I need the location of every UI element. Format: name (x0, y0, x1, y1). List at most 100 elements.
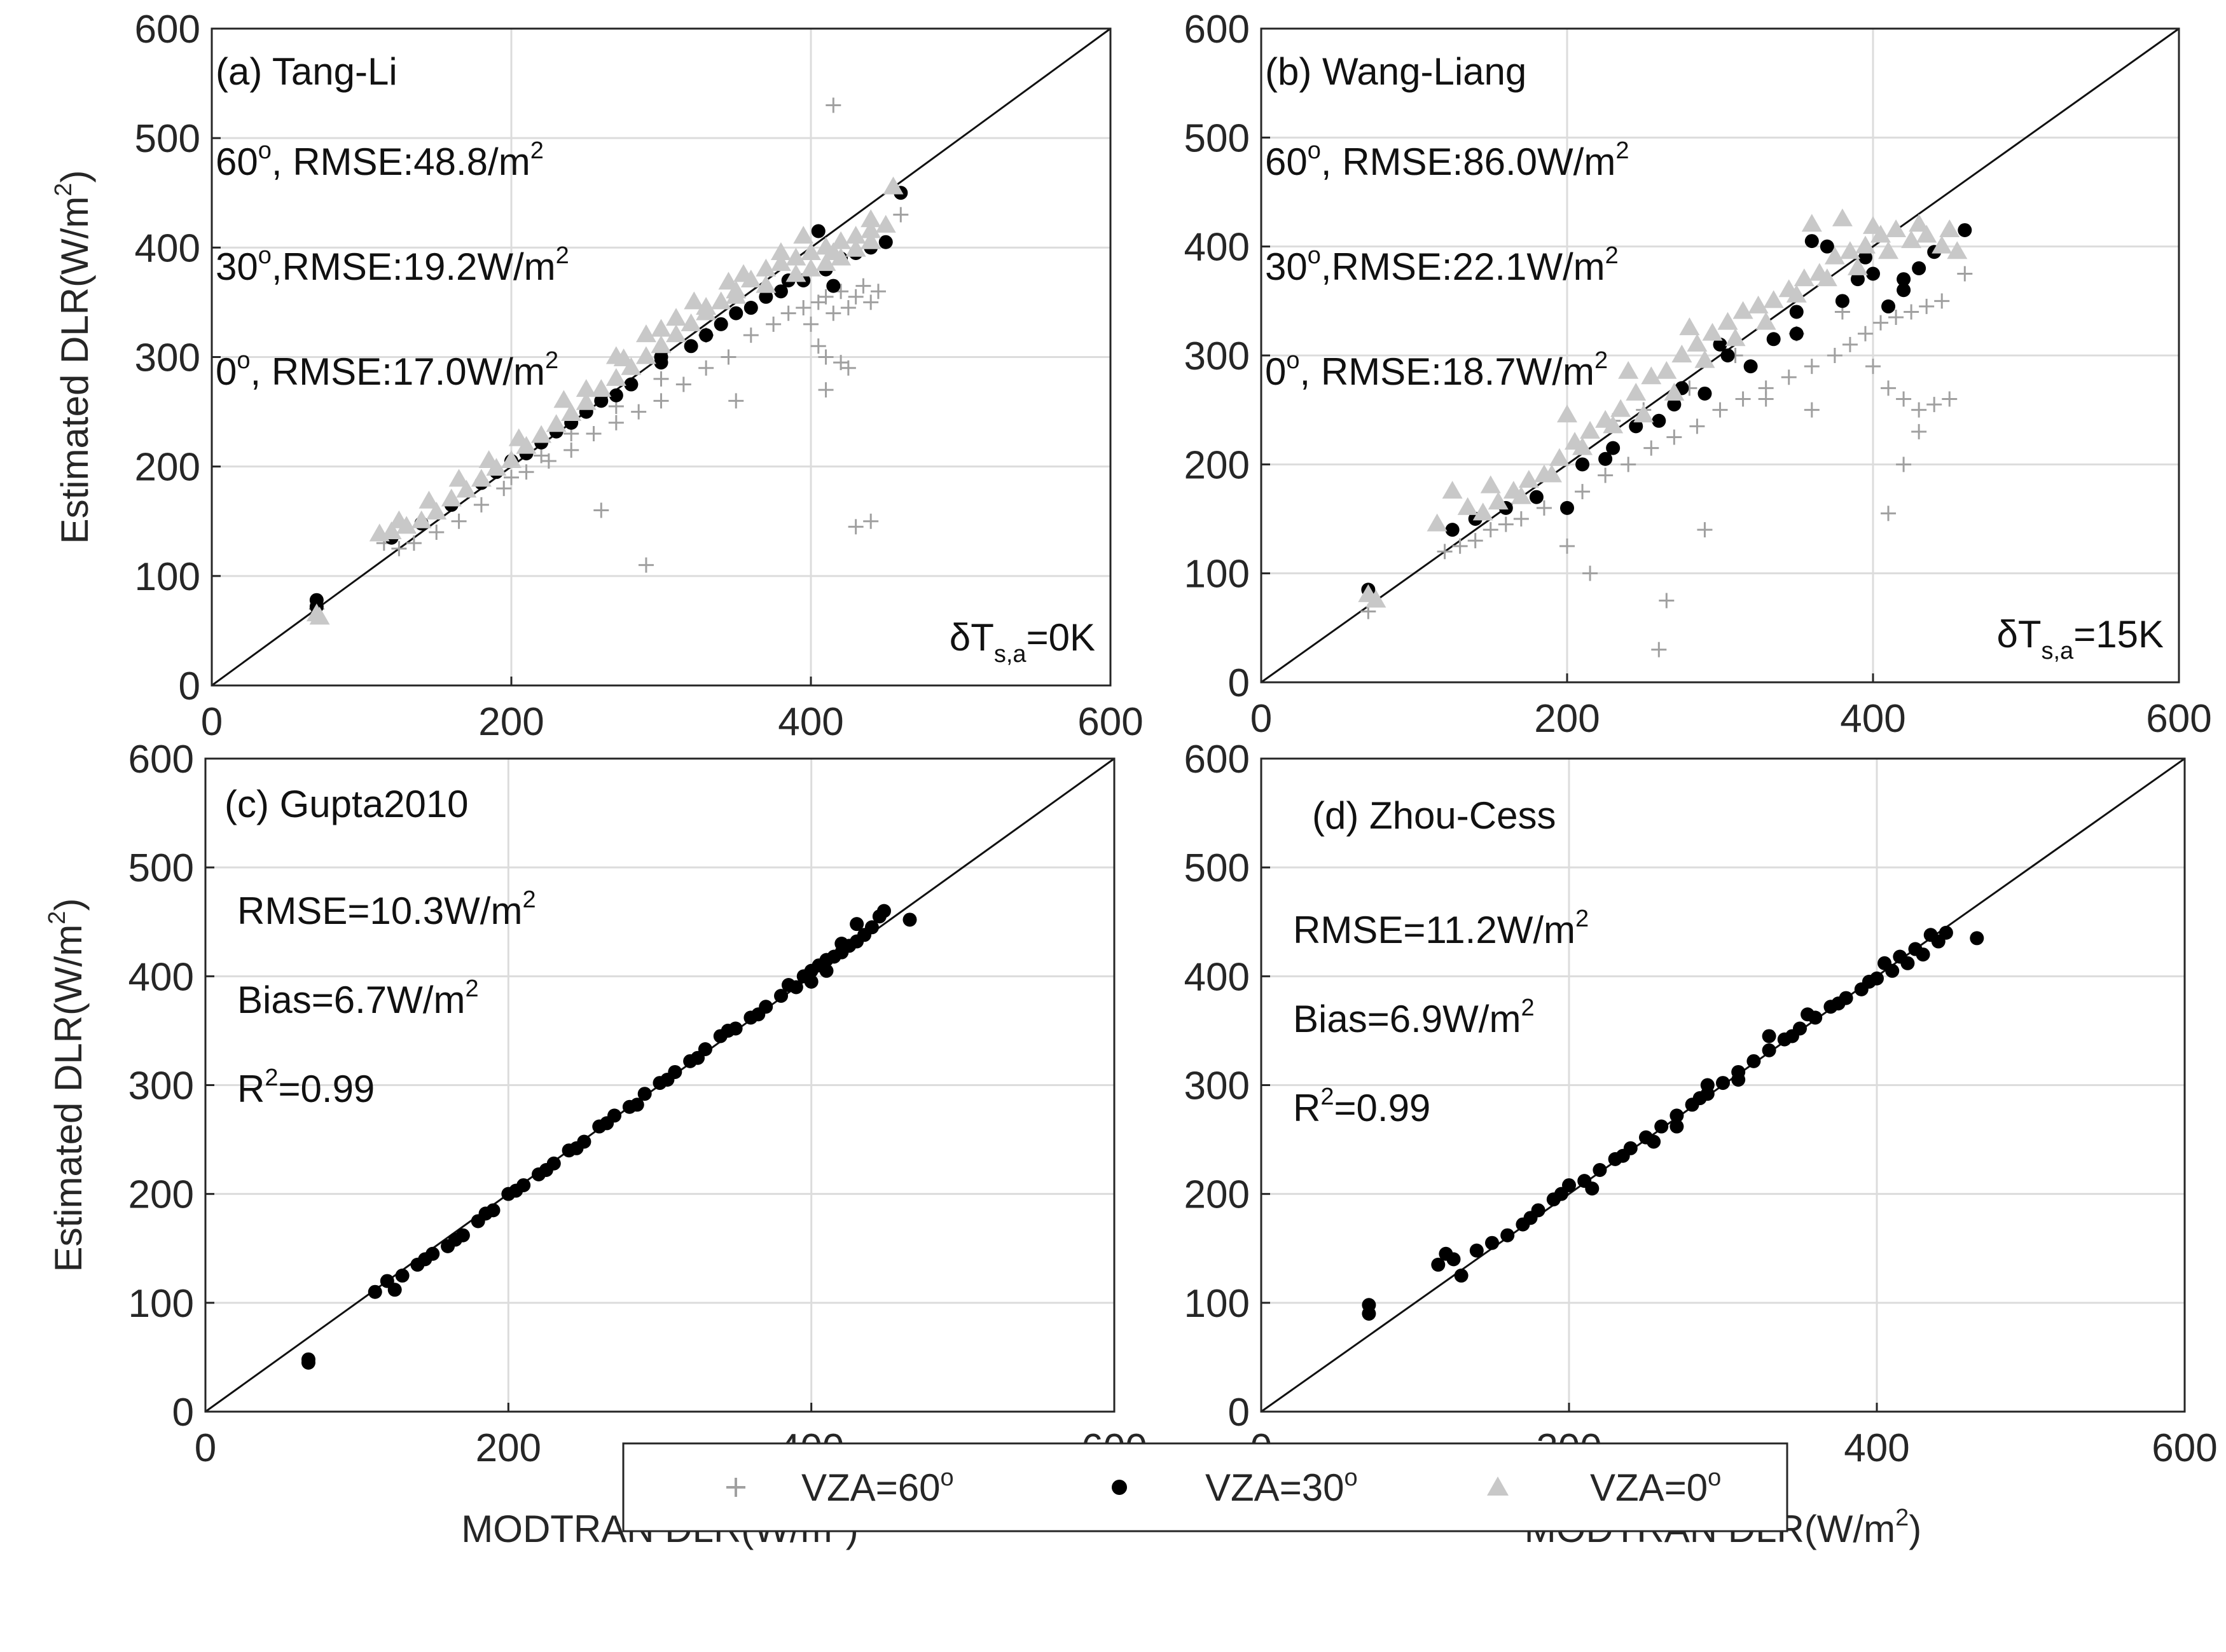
point-vza30 (1629, 419, 1643, 434)
point-vza60 (721, 349, 736, 365)
point-vza0 (1863, 216, 1883, 234)
point-vza30 (660, 1072, 675, 1087)
point-vza30 (1362, 1306, 1376, 1321)
point-vza30 (864, 920, 879, 935)
point-vza30 (759, 289, 773, 304)
point-vza60 (1575, 484, 1591, 500)
y-tick-label: 100 (135, 555, 200, 599)
point-vza0 (1618, 361, 1639, 379)
point-vza60 (586, 426, 602, 442)
condition-label: δTs,a=0K (950, 616, 1095, 668)
point-vza60 (1881, 380, 1897, 396)
point-vza30 (743, 301, 758, 315)
panel-b: 0 200 400 600 0 100 200 300 400 500 600 (b) Wang-Li… (1184, 8, 2212, 741)
point-vza30 (1445, 523, 1460, 537)
y-tick-label: 200 (128, 1173, 194, 1217)
x-tick-label: 400 (1844, 1426, 1909, 1470)
point-vza0 (613, 348, 634, 366)
y-tick-label: 500 (128, 846, 194, 890)
point-vza30 (1923, 928, 1938, 942)
y-tick-label: 500 (1184, 846, 1250, 890)
point-vza0 (1839, 241, 1860, 259)
stat-line: Bias=6.7W/m2 (237, 975, 479, 1021)
stat-line: RMSE=10.3W/m2 (237, 886, 536, 932)
point-vza30 (1585, 1181, 1600, 1196)
x-tick-label: 600 (2146, 697, 2211, 741)
point-vza30 (1762, 1043, 1776, 1057)
point-vza0 (1610, 399, 1631, 417)
point-vza0 (801, 242, 821, 260)
point-vza30 (1670, 1119, 1684, 1134)
panel-title: (d) Zhou-Cess (1312, 794, 1556, 837)
point-vza0 (696, 297, 717, 315)
point-vza60 (1888, 310, 1904, 326)
point-vza0 (1510, 486, 1531, 504)
point-vza0 (1702, 322, 1723, 341)
point-vza0 (1541, 464, 1562, 483)
point-vza30 (1647, 1134, 1661, 1149)
point-vza60 (840, 360, 856, 376)
point-vza30 (1789, 305, 1804, 319)
point-vza0 (1641, 366, 1662, 385)
point-vza0 (1679, 317, 1700, 336)
point-vza60 (1452, 538, 1468, 554)
point-vza60 (1881, 506, 1897, 521)
point-vza0 (1427, 513, 1448, 532)
point-vza60 (1827, 348, 1842, 363)
point-vza0 (1656, 361, 1677, 379)
point-vza30 (301, 1352, 315, 1366)
point-vza60 (796, 300, 812, 316)
point-vza0 (1824, 246, 1845, 265)
stat-line: R2=0.99 (237, 1064, 375, 1110)
point-vza0 (1472, 502, 1493, 521)
point-vza0 (576, 379, 597, 397)
point-vza30 (509, 1183, 523, 1198)
point-vza60 (728, 393, 744, 409)
point-vza30 (774, 989, 789, 1003)
panel-title: (a) Tang-Li (216, 50, 398, 93)
x-tick-label: 0 (1250, 697, 1272, 741)
point-vza60 (1804, 359, 1820, 375)
point-vza0 (389, 510, 410, 528)
point-vza0 (666, 308, 687, 326)
point-vza60 (563, 442, 579, 458)
point-vza0 (831, 231, 852, 249)
point-vza30 (654, 350, 668, 364)
point-vza60 (1559, 538, 1575, 554)
point-vza30 (773, 284, 788, 299)
point-vza30 (1912, 261, 1926, 275)
point-vza60 (653, 371, 669, 387)
point-vza0 (456, 479, 477, 498)
point-vza30 (1762, 1029, 1776, 1043)
point-vza0 (426, 501, 447, 520)
point-vza60 (1621, 457, 1636, 472)
point-vza60 (803, 316, 819, 332)
point-vza30 (1700, 1078, 1715, 1092)
point-vza30 (1598, 451, 1613, 466)
y-tick-label: 600 (1184, 738, 1250, 781)
point-vza0 (883, 176, 904, 195)
point-vza30 (1716, 1076, 1730, 1091)
point-vza30 (1881, 299, 1896, 313)
point-vza0 (845, 226, 866, 244)
y-tick-label: 100 (1184, 1282, 1250, 1326)
point-vza0 (448, 469, 469, 487)
y-tick-label: 400 (128, 955, 194, 999)
y-axis-label: Estimated DLR(W/m2) (50, 170, 96, 544)
point-vza0 (309, 607, 330, 625)
x-tick-label: 0 (201, 700, 223, 744)
point-vza0 (1855, 235, 1876, 254)
point-vza60 (473, 497, 489, 513)
point-vza0 (1664, 382, 1685, 401)
point-vza0 (411, 510, 432, 528)
y-tick-label: 300 (1184, 334, 1250, 378)
point-vza60 (1666, 429, 1682, 445)
point-vza60 (743, 327, 759, 343)
point-vza60 (1911, 423, 1927, 439)
point-vza0 (635, 324, 656, 343)
point-vza60 (1926, 397, 1942, 413)
point-vza60 (1651, 642, 1667, 657)
point-vza60 (1536, 500, 1552, 516)
point-vza60 (818, 349, 834, 365)
legend-box (622, 1442, 1788, 1532)
